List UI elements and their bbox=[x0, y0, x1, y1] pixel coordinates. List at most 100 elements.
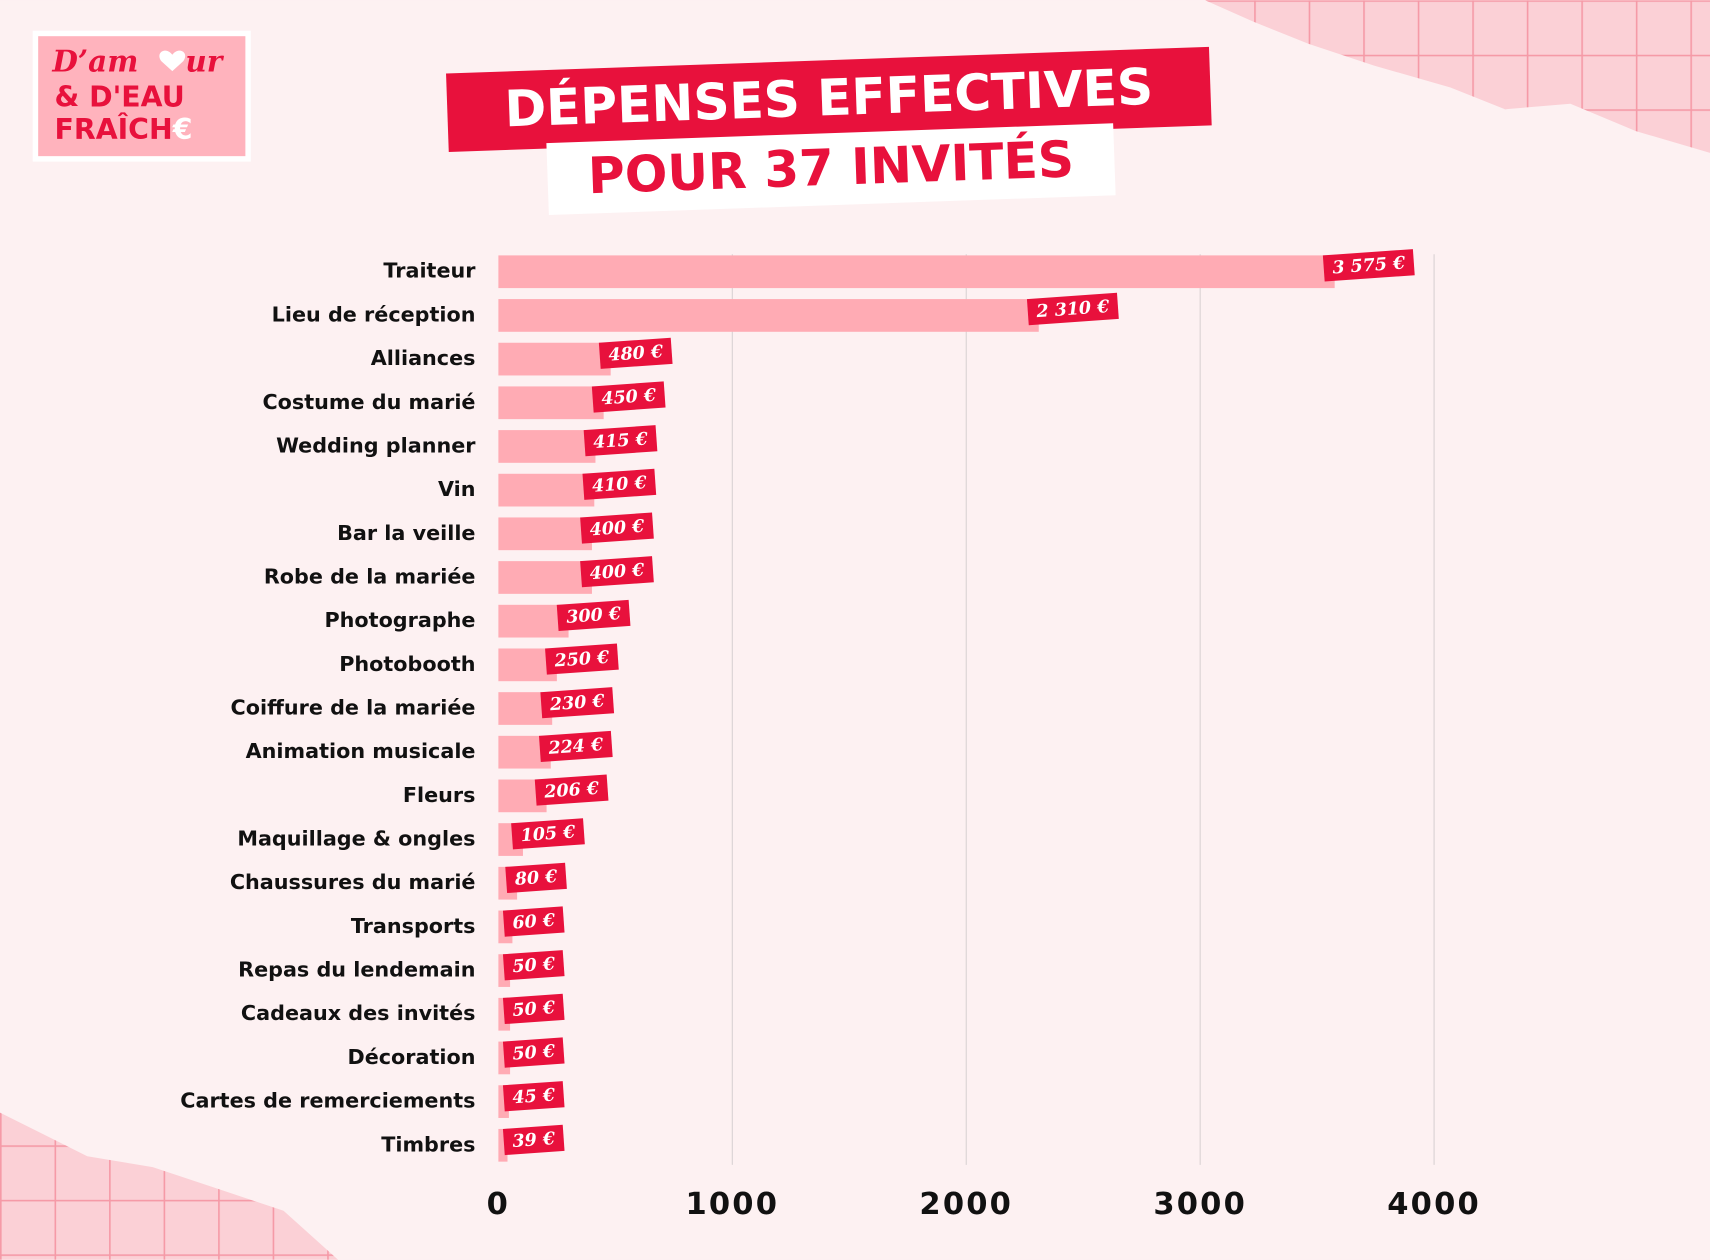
value-tag: 224 € bbox=[538, 730, 613, 762]
y-tick-label: Timbres bbox=[381, 1132, 475, 1156]
bar bbox=[498, 517, 592, 551]
bar bbox=[498, 561, 592, 594]
value-tag: 50 € bbox=[502, 1037, 565, 1068]
value-tag-box bbox=[511, 818, 585, 850]
value-label: 410 € bbox=[591, 473, 648, 497]
y-tick-label: Repas du lendemain bbox=[238, 958, 475, 982]
value-tag: 410 € bbox=[582, 468, 657, 500]
value-tag: 250 € bbox=[545, 643, 619, 675]
value-tag-box bbox=[580, 556, 654, 588]
bar bbox=[498, 1128, 508, 1162]
value-tag-box bbox=[1026, 292, 1119, 326]
subtitle-group: POUR 37 INVITÉS bbox=[546, 123, 1116, 216]
value-label: 400 € bbox=[589, 517, 646, 541]
value-label: 450 € bbox=[601, 386, 658, 410]
value-tag: 450 € bbox=[591, 381, 666, 413]
bar bbox=[498, 299, 1039, 332]
x-tick-label: 1000 bbox=[685, 1187, 779, 1222]
y-tick-label: Wedding planner bbox=[276, 433, 476, 457]
value-label: 50 € bbox=[512, 954, 557, 977]
y-tick-label: Vin bbox=[438, 477, 476, 501]
x-tick-label: 0 bbox=[487, 1187, 510, 1222]
value-tag-box bbox=[583, 425, 658, 457]
logo-text: ur bbox=[185, 43, 224, 78]
bar bbox=[498, 430, 596, 463]
value-label: 60 € bbox=[512, 911, 557, 934]
y-tick-label: Transports bbox=[351, 914, 476, 938]
value-tag-box bbox=[591, 381, 666, 413]
logo-text: € bbox=[172, 113, 193, 146]
bar bbox=[498, 1085, 509, 1118]
value-tag-box bbox=[598, 337, 673, 369]
value-tag: 3 575 € bbox=[1322, 249, 1415, 282]
value-tag-box bbox=[505, 862, 567, 894]
y-tick-label: Cadeaux des invités bbox=[241, 1001, 476, 1025]
bar bbox=[498, 473, 595, 507]
y-tick-label: Robe de la mariée bbox=[264, 564, 476, 588]
value-label: 39 € bbox=[512, 1129, 557, 1152]
y-tick-label: Coiffure de la mariée bbox=[231, 696, 476, 720]
logo-text: & D'EAU bbox=[55, 80, 185, 113]
y-tick-label: Alliances bbox=[371, 346, 476, 370]
bar bbox=[498, 386, 604, 420]
value-label: 50 € bbox=[512, 1042, 557, 1065]
value-label: 480 € bbox=[608, 342, 665, 366]
value-label: 300 € bbox=[566, 604, 623, 628]
value-tag: 206 € bbox=[534, 774, 609, 806]
x-tick-label: 2000 bbox=[919, 1187, 1013, 1222]
value-tag: 39 € bbox=[502, 1124, 565, 1156]
y-tick-label: Cartes de remerciements bbox=[180, 1089, 475, 1113]
value-tag-box bbox=[556, 599, 631, 631]
y-tick-label: Fleurs bbox=[403, 783, 476, 807]
logo-heart bbox=[159, 50, 186, 72]
y-tick-label: Maquillage & ongles bbox=[237, 827, 475, 851]
value-tag-box bbox=[502, 950, 565, 981]
value-label: 415 € bbox=[593, 429, 650, 453]
value-tag-box bbox=[538, 730, 613, 762]
value-tag-box bbox=[502, 1037, 565, 1068]
value-label: 50 € bbox=[512, 998, 557, 1021]
value-tag: 45 € bbox=[502, 1081, 565, 1112]
value-tag: 105 € bbox=[511, 818, 585, 850]
logo-text: FRAÎCH bbox=[55, 112, 173, 146]
title-box bbox=[446, 46, 1212, 152]
plot: 0 1000 2000 3000 4000 Traiteur 3 575 € Lieu de … bbox=[180, 249, 1481, 1222]
logo-text: D’am bbox=[51, 43, 138, 78]
value-tag-box bbox=[502, 1081, 565, 1112]
value-tag: 230 € bbox=[540, 687, 615, 719]
value-tag: 415 € bbox=[583, 425, 658, 457]
value-tag: 50 € bbox=[502, 950, 565, 981]
value-tag-box bbox=[1322, 249, 1415, 282]
value-label: 250 € bbox=[553, 648, 611, 672]
value-tag: 80 € bbox=[505, 862, 567, 894]
value-tag-box bbox=[502, 1124, 565, 1156]
x-tick-label: 4000 bbox=[1387, 1187, 1481, 1222]
logo-box bbox=[38, 36, 246, 157]
title-group: DÉPENSES EFFECTIVES bbox=[446, 46, 1212, 152]
y-tick-label: Photobooth bbox=[339, 652, 475, 676]
y-tick-label: Traiteur bbox=[383, 259, 476, 283]
value-label: 45 € bbox=[512, 1085, 557, 1108]
value-label: 206 € bbox=[543, 779, 601, 803]
y-tick-label: Bar la veille bbox=[337, 521, 475, 545]
bar bbox=[498, 604, 569, 638]
value-tag-box bbox=[582, 468, 657, 500]
logo-text: FRAÎCH€ bbox=[55, 112, 193, 146]
decor-bottom bbox=[0, 1112, 339, 1260]
value-tag: 400 € bbox=[580, 512, 654, 544]
value-tag-box bbox=[545, 643, 619, 675]
value-label: 224 € bbox=[547, 735, 605, 759]
value-label: 80 € bbox=[513, 867, 559, 890]
y-tick-label: Lieu de réception bbox=[272, 302, 476, 326]
value-tag-box bbox=[534, 774, 609, 806]
value-tag-box bbox=[502, 993, 565, 1025]
value-label: 105 € bbox=[520, 822, 577, 846]
value-tag: 300 € bbox=[556, 599, 631, 631]
y-tick-label: Costume du marié bbox=[262, 390, 475, 414]
value-tag-box bbox=[540, 687, 615, 719]
value-label: 400 € bbox=[589, 560, 646, 584]
y-tick-label: Animation musicale bbox=[246, 739, 476, 763]
y-tick-label: Chaussures du marié bbox=[230, 870, 476, 894]
